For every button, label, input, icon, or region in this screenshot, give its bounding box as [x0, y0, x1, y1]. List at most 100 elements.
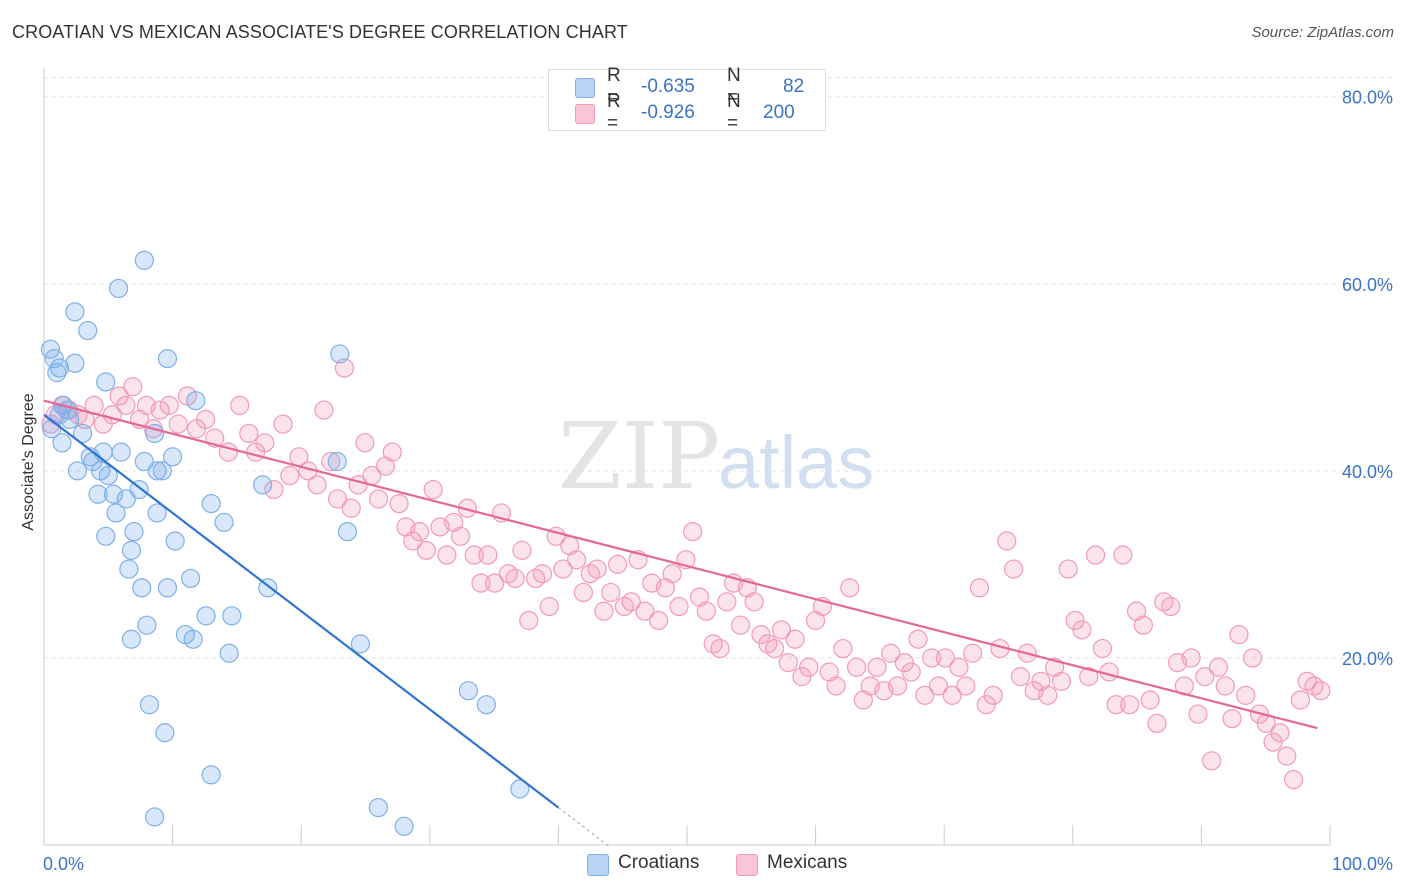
y-tick-label: 40.0%: [1342, 462, 1393, 482]
mexican-point: [778, 653, 798, 673]
mexican-point: [423, 479, 443, 500]
x-tick-label-min: 0.0%: [43, 854, 84, 874]
croatian-point: [72, 423, 93, 444]
croatian-point: [337, 522, 358, 542]
mexican-point: [594, 601, 614, 621]
mexican-point: [573, 582, 594, 603]
mexican-point: [901, 662, 921, 682]
croatian-point: [330, 344, 350, 364]
mexican-point: [1277, 746, 1297, 766]
mexican-point: [1208, 657, 1229, 677]
legend-n-value: 200: [763, 102, 795, 123]
croatian-point: [60, 409, 80, 430]
croatian-point: [106, 503, 126, 523]
mexican-point: [1092, 638, 1112, 659]
croatian-point: [52, 433, 72, 453]
mexican-point: [983, 685, 1003, 705]
mexican-point: [799, 657, 819, 677]
mexican-point: [894, 653, 914, 673]
legend-swatch-mexicans: [575, 104, 595, 124]
mexican-point: [922, 648, 942, 668]
mexican-point: [1079, 667, 1099, 687]
croatian-point: [96, 526, 116, 546]
croatian-point: [201, 765, 221, 785]
croatian-point: [137, 615, 157, 635]
croatian-point: [147, 461, 167, 481]
mexican-point: [1085, 545, 1106, 565]
mexican-point: [1161, 596, 1181, 617]
mexican-point: [437, 545, 457, 565]
mexican-point: [159, 395, 179, 415]
mexican-point: [1004, 559, 1024, 579]
mexican-point: [1270, 723, 1290, 743]
bottom-legend-swatch-croatians: [587, 854, 609, 876]
mexican-point: [942, 685, 962, 705]
croatian-point: [49, 358, 70, 378]
croatian-point: [132, 578, 152, 598]
croatian-point: [181, 568, 201, 589]
mexican-point: [935, 648, 955, 668]
croatian-point: [219, 643, 239, 663]
croatians-trend-extension: [558, 807, 611, 848]
croatian-point: [121, 540, 142, 560]
mexican-point: [1311, 681, 1331, 701]
y-tick-label: 80.0%: [1342, 88, 1393, 108]
mexican-point: [168, 414, 188, 434]
croatian-point: [327, 451, 347, 472]
mexican-point: [416, 540, 436, 560]
mexican-point: [314, 400, 334, 420]
mexican-point: [771, 620, 792, 640]
mexican-point: [1120, 695, 1140, 715]
croatian-point: [201, 493, 221, 514]
bottom-legend-mexicans: Mexicans: [767, 852, 848, 873]
mexican-point: [1188, 704, 1208, 724]
croatian-point: [183, 629, 203, 649]
mexican-point: [409, 522, 430, 542]
mexican-point: [997, 531, 1017, 551]
mexican-point: [662, 564, 682, 584]
croatian-point: [67, 461, 88, 481]
croatian-point: [93, 442, 113, 462]
watermark: ZIP atlas: [558, 403, 874, 510]
croatian-point: [458, 681, 478, 701]
legend-swatch-croatians: [575, 78, 595, 98]
croatian-point: [147, 503, 167, 523]
mexican-point: [976, 695, 996, 715]
croatian-point: [134, 250, 154, 270]
croatian-point: [134, 451, 154, 472]
y-axis-label: Associate's Degree: [20, 393, 37, 530]
mexican-point: [1147, 713, 1167, 734]
croatian-point: [165, 531, 185, 551]
mexican-point: [1263, 732, 1283, 752]
mexican-point: [867, 657, 887, 677]
mexican-point: [710, 638, 730, 659]
mexican-point: [887, 676, 908, 696]
croatian-point: [124, 522, 144, 542]
mexican-point: [382, 442, 402, 462]
mexican-point: [368, 489, 389, 509]
croatian-point: [155, 723, 175, 743]
mexican-point: [1113, 545, 1133, 565]
mexican-point: [621, 592, 641, 612]
legend-r-value: -0.926: [641, 102, 695, 123]
grid-lines: [44, 77, 1392, 659]
mexican-point: [273, 414, 293, 434]
mexicans-points: [41, 358, 1331, 790]
legend: R = -0.635 N = 82 R = -0.926 N = 200: [548, 65, 826, 134]
mexican-point: [450, 526, 471, 546]
legend-n-label: N =: [727, 91, 741, 134]
croatian-point: [157, 578, 178, 598]
mexican-point: [1243, 648, 1263, 668]
mexican-point: [264, 479, 284, 500]
croatian-point: [40, 339, 61, 359]
mexican-point: [505, 568, 525, 589]
mexican-point: [696, 601, 716, 621]
mexican-point: [826, 676, 846, 696]
mexican-point: [833, 638, 853, 659]
x-tick-label-max: 100.0%: [1332, 854, 1393, 874]
croatian-point: [476, 695, 496, 715]
croatian-point: [394, 816, 414, 836]
mexican-point: [307, 475, 327, 495]
mexican-point: [840, 578, 860, 598]
